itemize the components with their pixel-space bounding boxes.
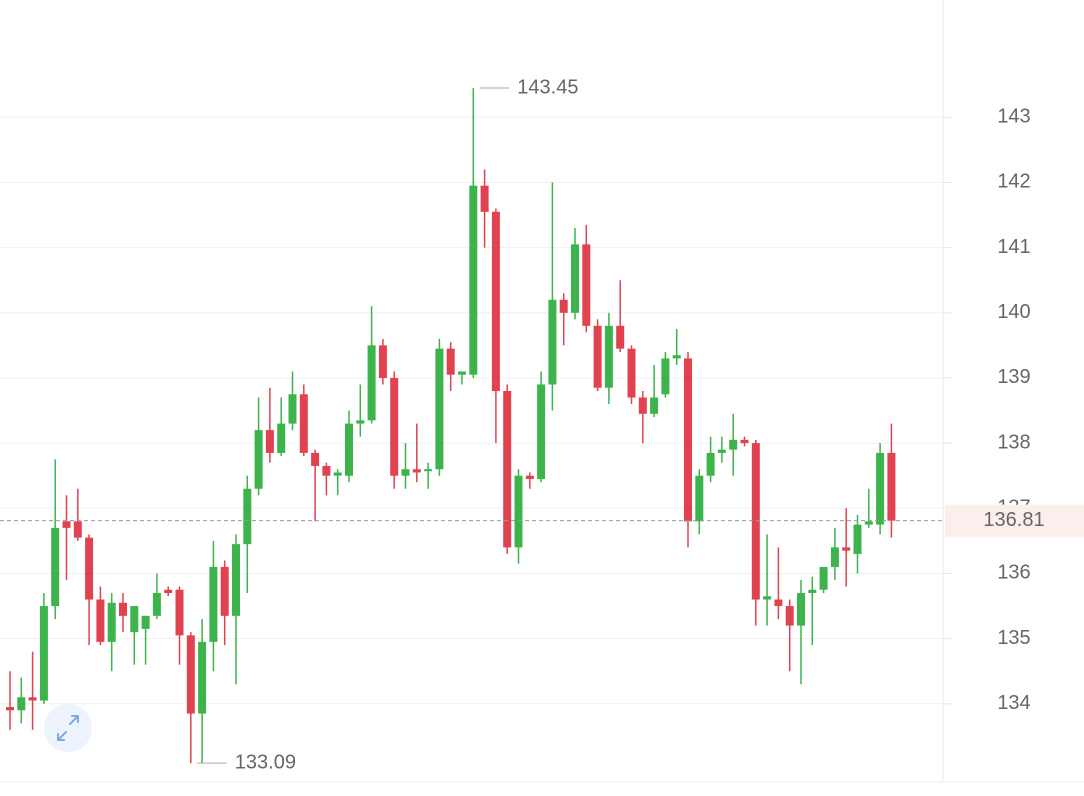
candle-body [638, 397, 647, 414]
y-tick-label: 141 [997, 236, 1030, 258]
candle-body [559, 299, 568, 313]
candle-body [186, 635, 195, 714]
candle-body [864, 521, 873, 525]
candle-body [887, 452, 896, 521]
candle-body [774, 599, 783, 607]
expand-button-bg[interactable] [44, 704, 92, 752]
current-price-label: 136.81 [983, 509, 1044, 531]
candle-body [277, 423, 286, 453]
candle-body [672, 355, 681, 359]
candle-body [17, 697, 26, 711]
candle-body [797, 593, 805, 626]
candle-body [107, 602, 116, 642]
candle-body [378, 345, 387, 378]
candle-body [717, 449, 726, 453]
expand-icon[interactable] [57, 715, 79, 741]
y-tick-label: 140 [997, 301, 1030, 323]
candle-body [503, 391, 512, 548]
candle-body [740, 439, 749, 444]
candle-body [299, 394, 308, 453]
candle-body [729, 439, 738, 450]
candle-body [220, 566, 229, 616]
candle-body [333, 472, 342, 476]
candle-body [842, 547, 851, 551]
candle-body [537, 384, 546, 479]
y-tick-label: 138 [997, 431, 1030, 453]
candle-body [616, 325, 625, 349]
candle-body [661, 358, 670, 395]
candle-body [751, 443, 760, 600]
candle-body [491, 211, 500, 391]
candle-body [525, 475, 534, 479]
y-tick-label: 134 [997, 692, 1030, 714]
candle-body [198, 641, 207, 714]
candle-body [458, 371, 466, 375]
candle-body [390, 377, 399, 476]
candle-body [604, 325, 613, 388]
current-price-box [945, 504, 1084, 537]
y-tick-label: 143 [997, 106, 1030, 128]
candle-body [311, 452, 320, 466]
candle-body [480, 185, 489, 212]
candle-body [175, 589, 184, 636]
y-tick-label: 139 [997, 366, 1030, 388]
expand-button[interactable] [44, 704, 92, 752]
candle-body [593, 325, 602, 388]
candle-body [6, 707, 14, 711]
candle-body [85, 537, 94, 600]
min-marker-label: 133.09 [235, 751, 296, 773]
candle-body [706, 452, 715, 476]
candle-body [28, 697, 37, 701]
candle-body [412, 469, 421, 473]
candle-body [39, 606, 48, 701]
candle-body [808, 589, 817, 594]
candle-body [243, 488, 252, 545]
candle-body [876, 452, 885, 525]
y-tick-label: 135 [997, 627, 1030, 649]
candle-body [684, 358, 692, 522]
max-marker-label: 143.45 [517, 76, 578, 98]
candle-body [164, 589, 173, 594]
candle-body [830, 547, 839, 567]
candle-body [62, 521, 71, 528]
candle-body [119, 602, 127, 616]
candle-body [401, 469, 410, 476]
candle-body [232, 544, 240, 616]
candle-body [469, 185, 478, 375]
candle-body [819, 566, 828, 590]
candle-body [345, 423, 353, 476]
candle-body [571, 244, 579, 313]
candle-body [322, 465, 331, 476]
candle-body [763, 596, 772, 600]
candle-body [73, 521, 82, 538]
candle-body [356, 420, 365, 424]
candle-body [209, 566, 218, 642]
candle-body [785, 606, 794, 626]
candle-body [582, 244, 591, 326]
y-tick-label: 136 [997, 562, 1030, 584]
candle-body [254, 430, 263, 489]
candle-body [853, 524, 862, 554]
candle-body [695, 475, 704, 522]
candle-body [650, 397, 659, 414]
candle-body [130, 606, 139, 633]
candle-body [288, 394, 297, 424]
candle-body [435, 348, 444, 470]
candle-body [446, 348, 455, 375]
candle-body [548, 299, 557, 385]
candle-body [367, 345, 376, 421]
candle-body [514, 475, 523, 548]
candle-body [141, 615, 150, 629]
y-tick-label: 142 [997, 171, 1030, 193]
candle-body [265, 430, 274, 453]
candle-body [424, 469, 433, 472]
candle-body [627, 348, 636, 398]
candle-body [96, 599, 105, 642]
candle-body [51, 527, 60, 607]
candle-body [152, 593, 161, 616]
